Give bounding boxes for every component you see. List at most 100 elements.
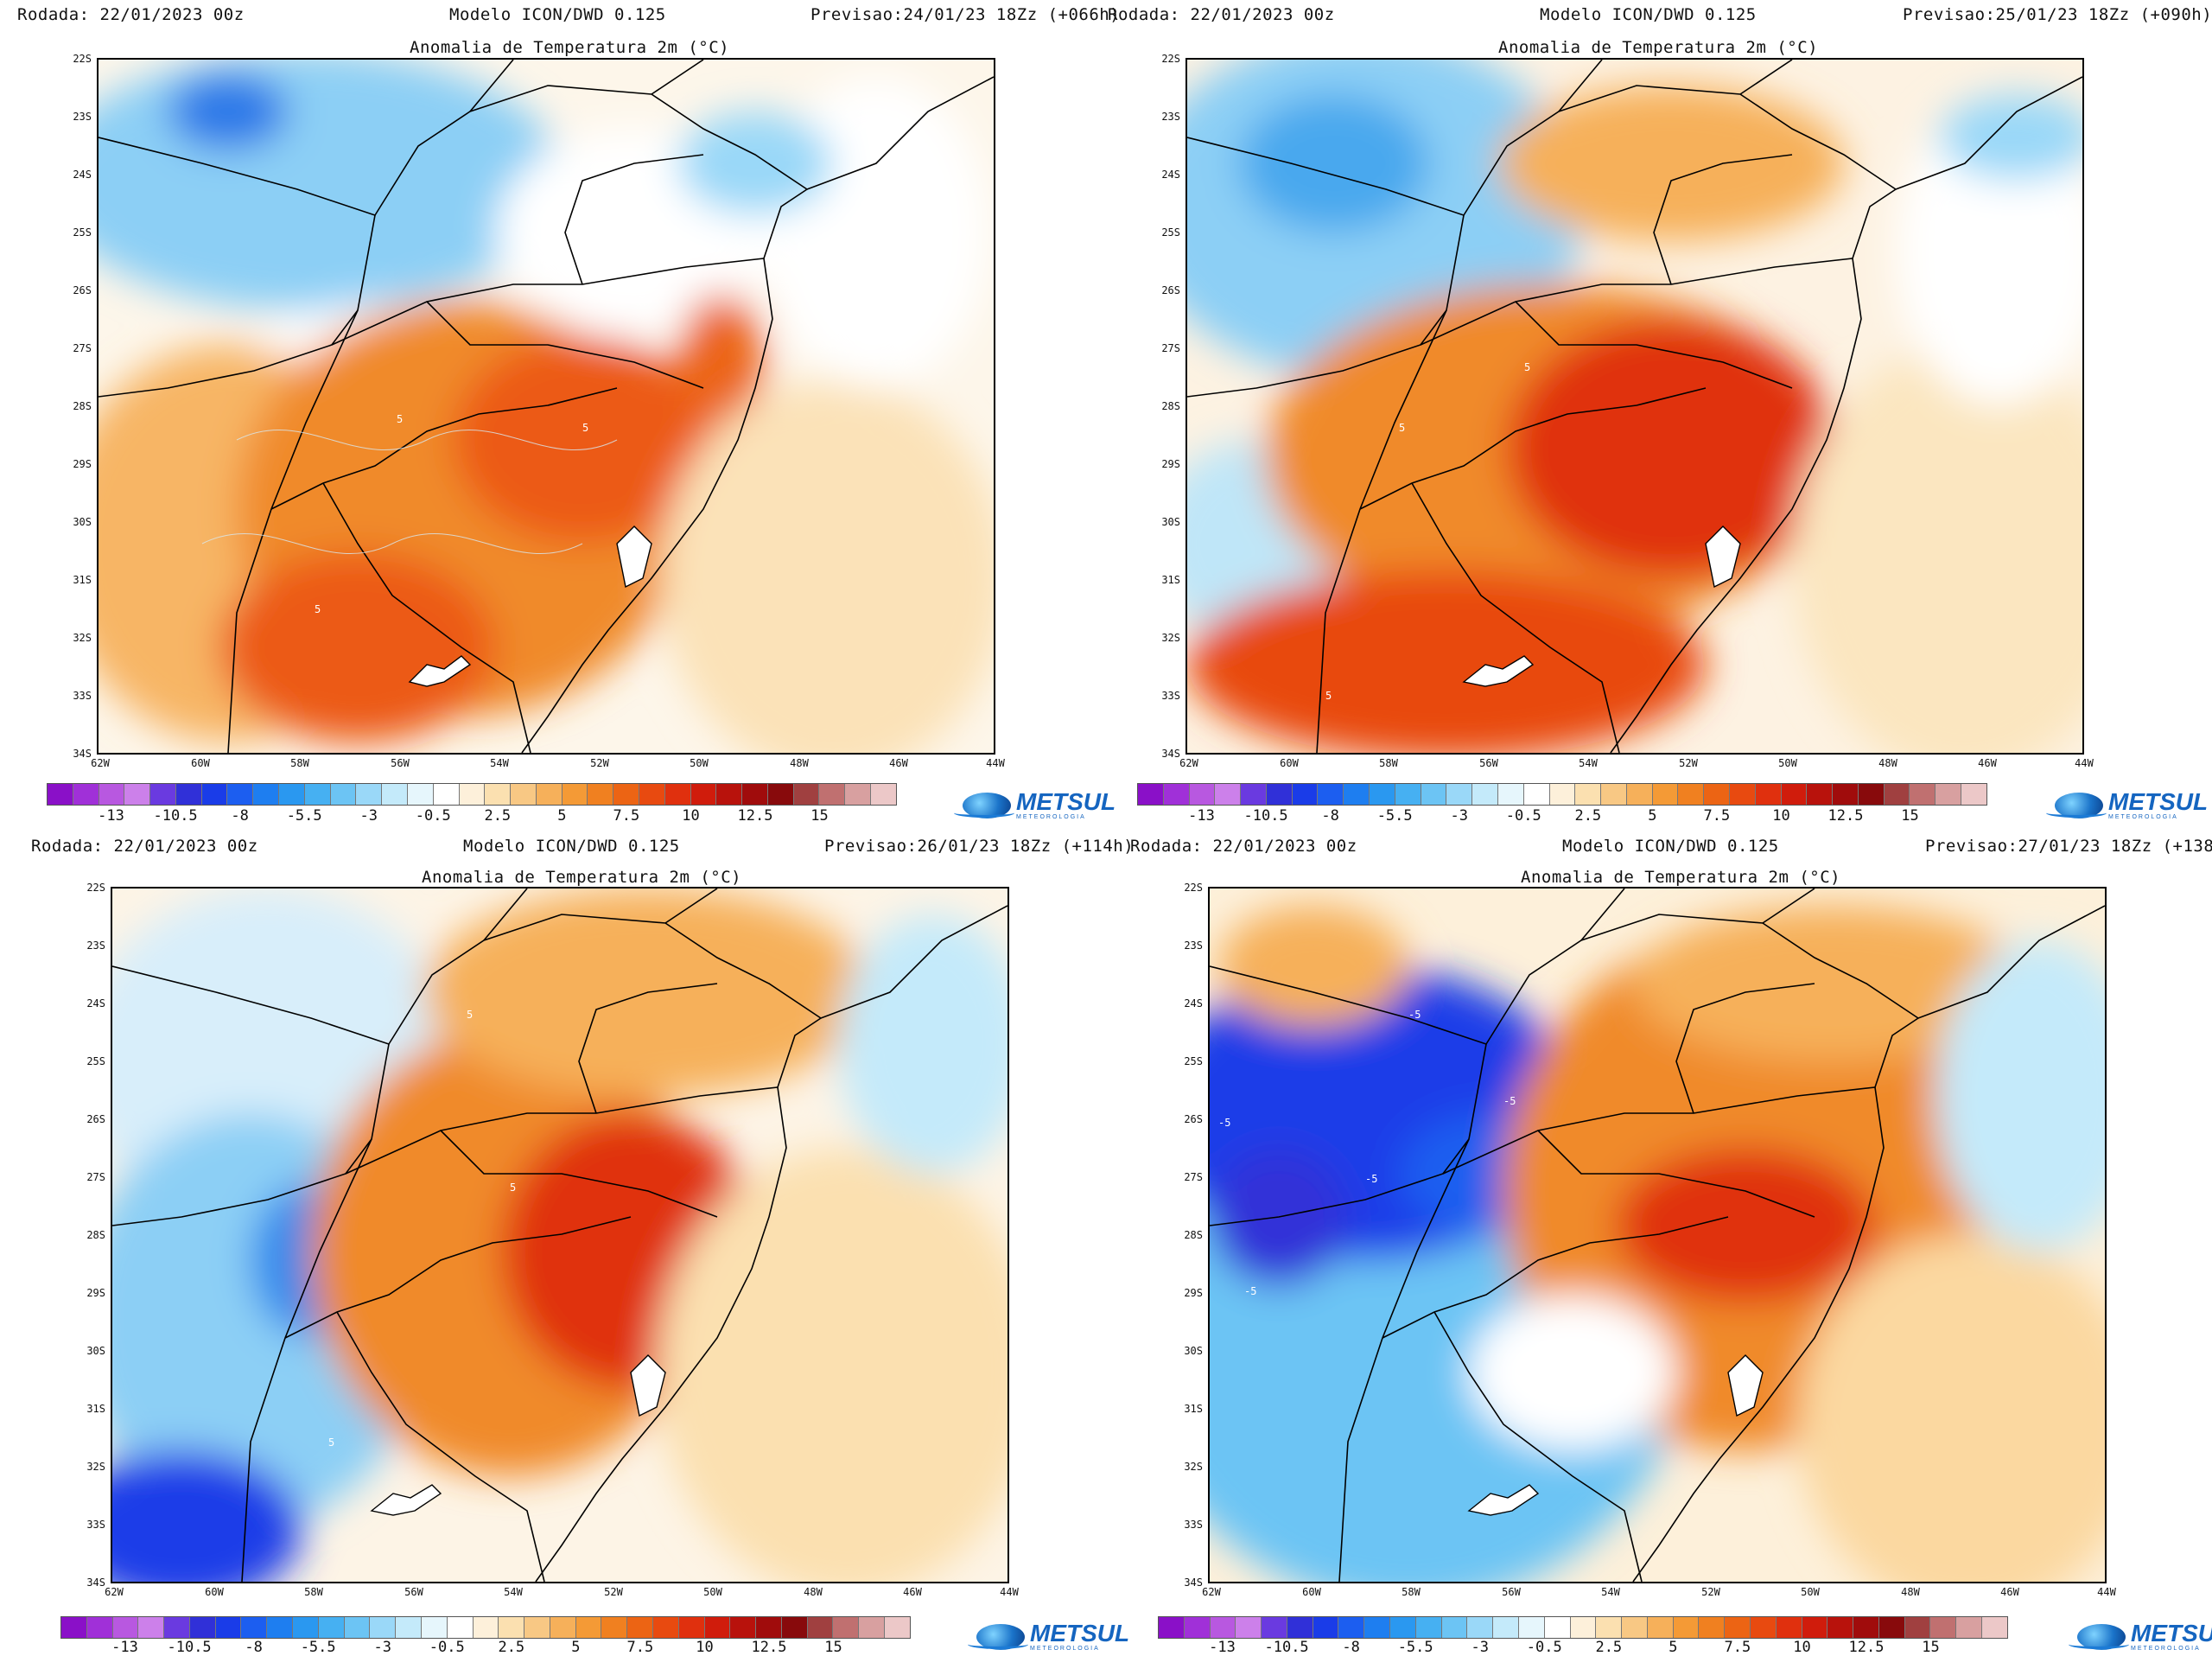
lat-tick: 30S [1184, 1345, 1203, 1357]
colorbar-label: -13 [111, 1639, 138, 1656]
run-label: Rodada: 22/01/2023 00z [1130, 837, 1357, 856]
logo-tagline: METEOROLOGIA [1016, 814, 1086, 820]
lon-tick: 54W [1601, 1586, 1620, 1598]
lon-tick: 54W [490, 757, 509, 769]
colorbar-swatch [767, 784, 794, 805]
colorbar-label: 10 [1793, 1639, 1811, 1656]
lat-tick: 33S [1161, 690, 1180, 702]
colorbar-swatch [433, 784, 460, 805]
lat-tick: 29S [1161, 458, 1180, 470]
colorbar-swatch [1344, 784, 1370, 805]
colorbar-swatch [575, 1617, 602, 1638]
lat-tick: 25S [1184, 1055, 1203, 1067]
anomaly-map[interactable]: 5 5 5 [97, 58, 995, 755]
map-title: Anomalia de Temperatura 2m (°C) [1521, 868, 1841, 887]
lat-tick: 28S [1161, 400, 1180, 412]
lat-tick: 27S [1184, 1171, 1203, 1183]
anomaly-map[interactable]: 5 5 5 [1185, 58, 2084, 755]
lon-tick: 48W [1878, 757, 1897, 769]
colorbar-swatch [1390, 1617, 1416, 1638]
colorbar-swatch [1549, 784, 1576, 805]
colorbar-swatch [627, 1617, 653, 1638]
colorbar-swatch [1827, 1617, 1854, 1638]
colorbar-label: 7.5 [626, 1639, 654, 1656]
logo-tagline: METEOROLOGIA [2131, 1646, 2201, 1652]
lat-tick: 23S [1184, 939, 1203, 952]
colorbar-swatch [639, 784, 665, 805]
lat-tick: 31S [86, 1403, 105, 1415]
lat-tick: 34S [1161, 748, 1180, 760]
lon-tick: 60W [1302, 1586, 1321, 1598]
colorbar-swatch [1472, 784, 1498, 805]
contour-label: 5 [315, 603, 321, 615]
colorbar-swatch [396, 1617, 422, 1638]
colorbar-swatch [1802, 1617, 1828, 1638]
colorbar-label: 15 [1901, 807, 1919, 825]
colorbar-label: 2.5 [1574, 807, 1602, 825]
colorbar-swatch [318, 1617, 345, 1638]
lat-tick: 26S [73, 284, 92, 296]
colorbar-label: 12.5 [751, 1639, 787, 1656]
colorbar-swatch [859, 1617, 885, 1638]
colorbar-label: -8 [1342, 1639, 1360, 1656]
lon-tick: 54W [1579, 757, 1598, 769]
lon-tick: 58W [290, 757, 309, 769]
lat-tick: 32S [73, 632, 92, 644]
colorbar [1137, 783, 1987, 806]
lon-tick: 62W [1202, 1586, 1221, 1598]
colorbar-swatch [485, 784, 512, 805]
colorbar-swatch [1210, 1617, 1236, 1638]
colorbar-swatch [370, 1617, 397, 1638]
colorbar-swatch [1236, 1617, 1262, 1638]
lat-tick: 30S [73, 516, 92, 528]
colorbar-swatch [112, 1617, 139, 1638]
lat-tick: 24S [73, 169, 92, 181]
anomaly-map[interactable]: 5 5 5 [111, 887, 1009, 1583]
colorbar-swatch [1961, 784, 1986, 805]
logo-name: METSUL [2131, 1620, 2212, 1646]
colorbar-swatch [499, 1617, 525, 1638]
panel-3: Rodada: 22/01/2023 00z Modelo ICON/DWD 0… [0, 828, 1134, 1656]
colorbar-swatch [716, 784, 743, 805]
map-canvas: 5 5 5 [112, 889, 1007, 1582]
run-label: Rodada: 22/01/2023 00z [17, 5, 245, 24]
colorbar-swatch [1184, 1617, 1211, 1638]
colorbar-swatch [344, 1617, 371, 1638]
lat-tick: 23S [1161, 111, 1180, 123]
lat-tick: 34S [73, 748, 92, 760]
forecast-label: Previsao:26/01/23 18Zz (+114h) [824, 837, 1135, 856]
colorbar-swatch [267, 1617, 294, 1638]
lon-tick: 58W [1402, 1586, 1421, 1598]
colorbar-swatch [1904, 1617, 1931, 1638]
colorbar-swatch [164, 1617, 190, 1638]
colorbar-swatch [1441, 1617, 1468, 1638]
colorbar-label: -10.5 [1243, 807, 1288, 825]
colorbar-swatch [73, 784, 99, 805]
colorbar-swatch [1930, 1617, 1957, 1638]
colorbar-swatch [511, 784, 537, 805]
lat-tick: 25S [73, 226, 92, 239]
colorbar-swatch [421, 1617, 448, 1638]
model-label: Modelo ICON/DWD 0.125 [1562, 837, 1779, 856]
colorbar-swatch [1338, 1617, 1365, 1638]
lat-tick: 32S [86, 1461, 105, 1473]
colorbar-swatch [1215, 784, 1242, 805]
colorbar-label: 5 [1648, 807, 1657, 825]
forecast-label: Previsao:25/01/23 18Zz (+090h) [1903, 5, 2212, 24]
globe-icon [968, 1623, 1028, 1650]
colorbar-swatch [1626, 784, 1653, 805]
lon-tick: 56W [404, 1586, 423, 1598]
lat-tick: 24S [1184, 997, 1203, 1010]
colorbar-swatch [1467, 1617, 1494, 1638]
colorbar-swatch [138, 1617, 165, 1638]
anomaly-map[interactable]: -5 -5 -5 -5 -5 [1208, 887, 2107, 1583]
colorbar-swatch [613, 784, 639, 805]
colorbar-swatch [807, 1617, 834, 1638]
colorbar-swatch [473, 1617, 499, 1638]
colorbar-swatch [1982, 1617, 2007, 1638]
contour-label: 5 [510, 1181, 516, 1194]
colorbar [1158, 1616, 2008, 1639]
lat-tick: 26S [1161, 284, 1180, 296]
contour-label: -5 [1218, 1117, 1230, 1129]
